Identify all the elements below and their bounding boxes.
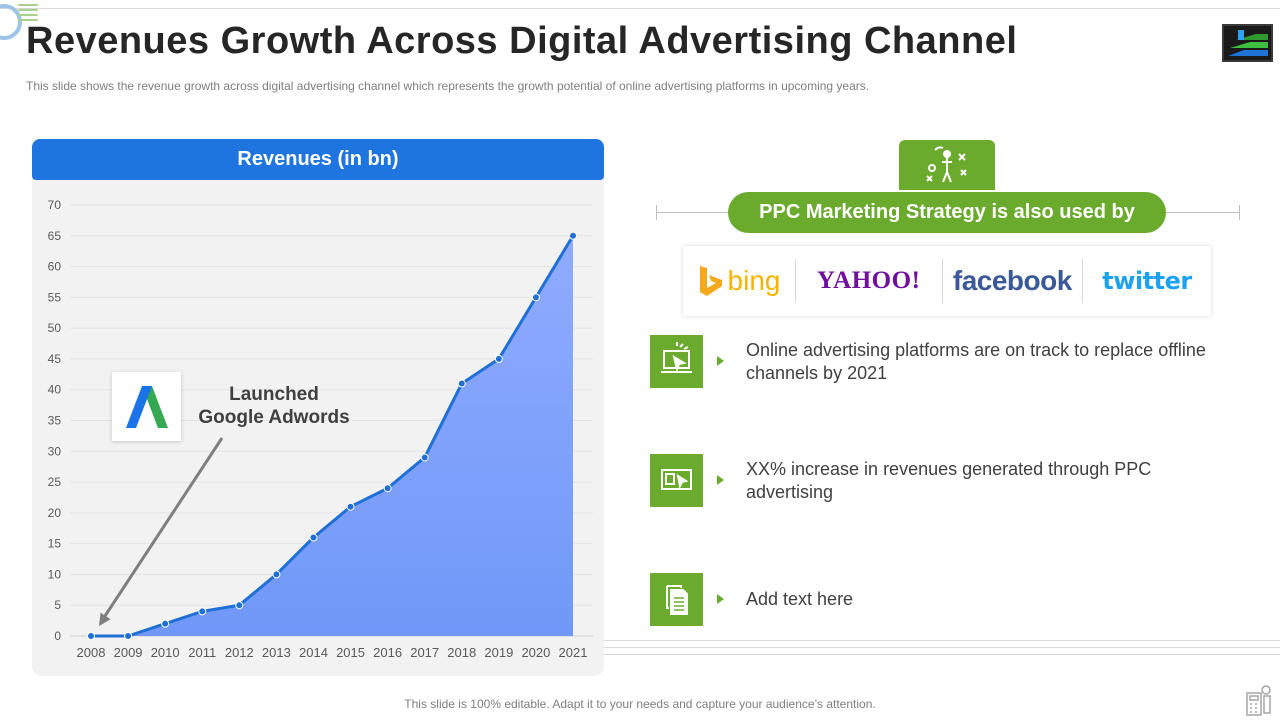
data-point [272, 570, 281, 579]
point-item-2: XX% increase in revenues generated throu… [650, 454, 1250, 510]
y-axis-ticks: 0 5 10 15 20 25 30 35 40 45 50 55 60 65 70 [48, 198, 62, 643]
arrow-shaft [101, 437, 224, 620]
y-tick-label: 0 [54, 629, 61, 643]
x-tick-label: 2011 [188, 645, 216, 660]
y-tick-label: 20 [48, 506, 62, 520]
data-point [309, 533, 318, 542]
y-tick-label: 70 [48, 198, 62, 212]
data-point [235, 601, 244, 610]
page-title: Revenues Growth Across Digital Advertisi… [26, 20, 1018, 62]
y-tick-label: 40 [48, 383, 62, 397]
footer-note: This slide is 100% editable. Adapt it to… [404, 697, 876, 711]
series-line [91, 235, 575, 638]
data-point [457, 379, 466, 388]
top-rule [0, 8, 1280, 9]
decorative-bottom-lines [604, 640, 1280, 661]
x-tick-label: 2014 [299, 645, 328, 660]
x-axis-ticks: 2008 2009 2010 2011 2012 2013 2014 2015 2016 2017… [77, 645, 588, 660]
calculator-icon [1246, 685, 1271, 716]
data-point [161, 619, 170, 628]
data-point [87, 632, 95, 640]
data-point [124, 632, 133, 640]
point-arrow-icon [717, 475, 724, 485]
area-series [91, 235, 575, 638]
ppc-heading: PPC Marketing Strategy is also used by [728, 192, 1166, 233]
chart-annotation: Launched Google Adwords [189, 383, 359, 429]
bing-logo: bing [683, 246, 795, 316]
arrow-head [99, 612, 111, 626]
decorative-lines [18, 4, 38, 22]
annotation-arrow [99, 437, 224, 626]
data-point [198, 607, 207, 616]
y-tick-label: 5 [54, 598, 61, 612]
y-tick-label: 55 [48, 290, 62, 304]
x-tick-label: 2010 [151, 645, 180, 660]
x-tick-label: 2013 [262, 645, 291, 660]
y-tick-label: 25 [48, 475, 62, 489]
decorative-circle [0, 4, 22, 40]
y-tick-label: 65 [48, 229, 62, 243]
google-ads-logo [112, 372, 181, 441]
y-tick-label: 35 [48, 414, 62, 428]
x-tick-label: 2021 [559, 645, 588, 660]
x-tick-label: 2019 [484, 645, 513, 660]
point-text: XX% increase in revenues generated throu… [746, 459, 1152, 502]
point-item-3: Add text here [650, 573, 1250, 629]
chart-header: Revenues (in bn) [32, 139, 604, 180]
data-point [383, 484, 392, 493]
strategy-icon [926, 146, 967, 183]
x-tick-label: 2012 [225, 645, 254, 660]
x-tick-label: 2020 [521, 645, 550, 660]
data-point [494, 354, 503, 363]
point-text: Online advertising platforms are on trac… [746, 340, 1206, 383]
strategy-icon-box [899, 140, 995, 190]
data-point [569, 231, 577, 240]
data-point [531, 293, 540, 302]
ppc-divider-tick-right [1239, 205, 1240, 220]
page-subtitle: This slide shows the revenue growth acro… [26, 79, 870, 93]
x-tick-label: 2017 [410, 645, 439, 660]
brand-separator [941, 259, 943, 303]
brand-separator [795, 259, 796, 303]
data-point [346, 502, 355, 511]
bing-wordmark: bing [727, 265, 781, 296]
x-tick-label: 2008 [77, 645, 106, 660]
ppc-divider-tick-left [656, 205, 657, 220]
bing-icon [699, 266, 722, 296]
annotation-line-1: Launched [229, 384, 319, 405]
y-tick-label: 60 [48, 260, 62, 274]
y-tick-label: 10 [48, 567, 62, 581]
area-fill [91, 235, 573, 636]
data-points [87, 231, 577, 640]
brand-separator [1082, 259, 1084, 303]
twitter-logo: twitter [1102, 267, 1192, 295]
annotation-line-2: Google Adwords [198, 407, 350, 428]
x-tick-label: 2009 [114, 645, 143, 660]
laptop-cursor-icon [650, 335, 703, 388]
x-tick-label: 2016 [373, 645, 402, 660]
point-arrow-icon [717, 594, 724, 604]
point-text: Add text here [746, 589, 854, 609]
y-tick-label: 15 [48, 537, 62, 551]
company-logo [1222, 24, 1273, 62]
monitor-click-icon [650, 454, 703, 507]
y-tick-label: 30 [48, 444, 62, 458]
point-item-1: Online advertising platforms are on trac… [650, 335, 1250, 391]
documents-icon [650, 573, 703, 626]
y-tick-label: 50 [48, 321, 62, 335]
y-tick-label: 45 [48, 352, 62, 366]
x-tick-label: 2015 [336, 645, 365, 660]
point-arrow-icon [717, 356, 724, 366]
x-tick-label: 2018 [447, 645, 476, 660]
data-point [420, 453, 429, 462]
yahoo-logo: YAHOO! [816, 267, 921, 294]
brand-logos-strip: bing YAHOO! facebook twitter [683, 246, 1211, 316]
facebook-logo: facebook [952, 265, 1072, 296]
